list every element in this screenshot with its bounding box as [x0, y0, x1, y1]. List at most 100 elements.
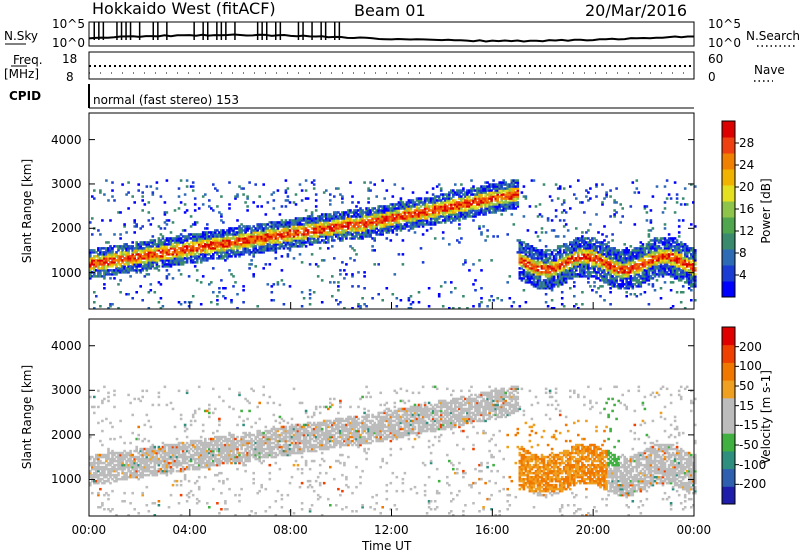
power-cell — [327, 225, 330, 228]
power-cell — [667, 265, 671, 268]
power-cell — [542, 287, 546, 290]
power-cell — [294, 221, 298, 224]
power-cell — [536, 265, 540, 268]
power-cell — [441, 211, 445, 214]
power-cell — [171, 247, 175, 250]
power-cell — [115, 265, 118, 268]
power-cell — [603, 273, 606, 276]
power-cell — [292, 245, 296, 248]
power-cell — [147, 251, 151, 254]
power-cell — [675, 271, 679, 274]
power-cell — [109, 261, 112, 264]
power-cell — [552, 259, 556, 262]
power-cell — [441, 195, 445, 198]
power-cell — [391, 229, 395, 232]
power-cell — [163, 201, 167, 204]
power-cell — [639, 281, 643, 284]
power-cell — [238, 251, 241, 254]
power-cell — [262, 249, 265, 252]
power-cell — [478, 197, 481, 200]
power-cell — [625, 249, 628, 252]
power-cell — [452, 195, 455, 198]
power-cell — [526, 257, 530, 260]
power-cell — [290, 239, 294, 242]
power-cell — [579, 257, 582, 260]
power-cell — [236, 249, 239, 252]
power-cell — [159, 297, 163, 300]
power-cell — [258, 223, 261, 226]
power-cell — [195, 249, 199, 252]
power-cell — [575, 265, 578, 268]
power-cell — [623, 265, 626, 268]
power-cell — [540, 231, 544, 234]
power-cell — [526, 271, 530, 274]
power-cell — [448, 209, 451, 212]
power-cell — [480, 193, 483, 196]
power-cell — [97, 273, 100, 276]
power-cell — [573, 259, 576, 262]
power-cell — [220, 241, 223, 244]
power-cell — [220, 253, 223, 256]
power-cell — [214, 187, 217, 190]
power-cell — [181, 249, 185, 252]
power-cell — [89, 263, 92, 266]
power-cell — [103, 255, 106, 258]
power-cell — [159, 251, 163, 254]
power-cell — [685, 259, 689, 262]
power-cell — [153, 257, 157, 260]
power-cell — [655, 237, 659, 240]
power-cell — [129, 261, 132, 264]
power-cell — [439, 285, 443, 288]
power-cell — [542, 253, 546, 256]
power-cell — [480, 297, 483, 300]
noise-bar — [338, 22, 341, 40]
power-cell — [550, 307, 554, 310]
power-cell — [294, 219, 298, 222]
power-cell — [220, 249, 223, 252]
power-cell — [103, 283, 106, 286]
power-cell — [456, 215, 459, 218]
power-cell — [458, 219, 461, 222]
power-cell — [137, 265, 140, 268]
power-cell — [542, 281, 546, 284]
power-cell — [663, 255, 667, 258]
power-cell — [99, 261, 102, 264]
power-cell — [224, 245, 227, 248]
power-cell — [522, 195, 526, 198]
power-cell — [500, 181, 503, 184]
power-cell — [179, 239, 183, 242]
power-cell — [181, 247, 185, 250]
power-cell — [550, 299, 554, 302]
power-cell — [93, 251, 96, 254]
power-cell — [617, 257, 620, 260]
power-cell — [327, 227, 330, 230]
power-cell — [224, 233, 227, 236]
power-cell — [675, 201, 679, 204]
power-cell — [675, 273, 679, 276]
power-cell — [137, 263, 140, 266]
power-cell — [520, 257, 524, 260]
power-cell — [587, 259, 590, 262]
power-cell — [179, 261, 183, 264]
power-cell — [282, 227, 286, 230]
power-cell — [141, 195, 144, 198]
power-cell — [494, 197, 497, 200]
power-cell — [204, 245, 207, 248]
power-cell — [443, 281, 447, 284]
power-cell — [546, 281, 550, 284]
power-cell — [683, 269, 687, 272]
power-cell — [276, 229, 280, 232]
power-cell — [619, 257, 622, 260]
power-cell — [647, 229, 651, 232]
power-cell — [373, 217, 376, 220]
power-cell — [500, 199, 503, 202]
power-cell — [183, 211, 187, 214]
power-cell — [506, 183, 509, 186]
power-cell — [212, 235, 215, 238]
power-cell — [605, 279, 608, 282]
power-cell — [264, 233, 268, 236]
power-cell — [419, 217, 423, 220]
power-cell — [320, 223, 324, 226]
power-cell — [508, 205, 512, 208]
power-cell — [381, 211, 384, 214]
